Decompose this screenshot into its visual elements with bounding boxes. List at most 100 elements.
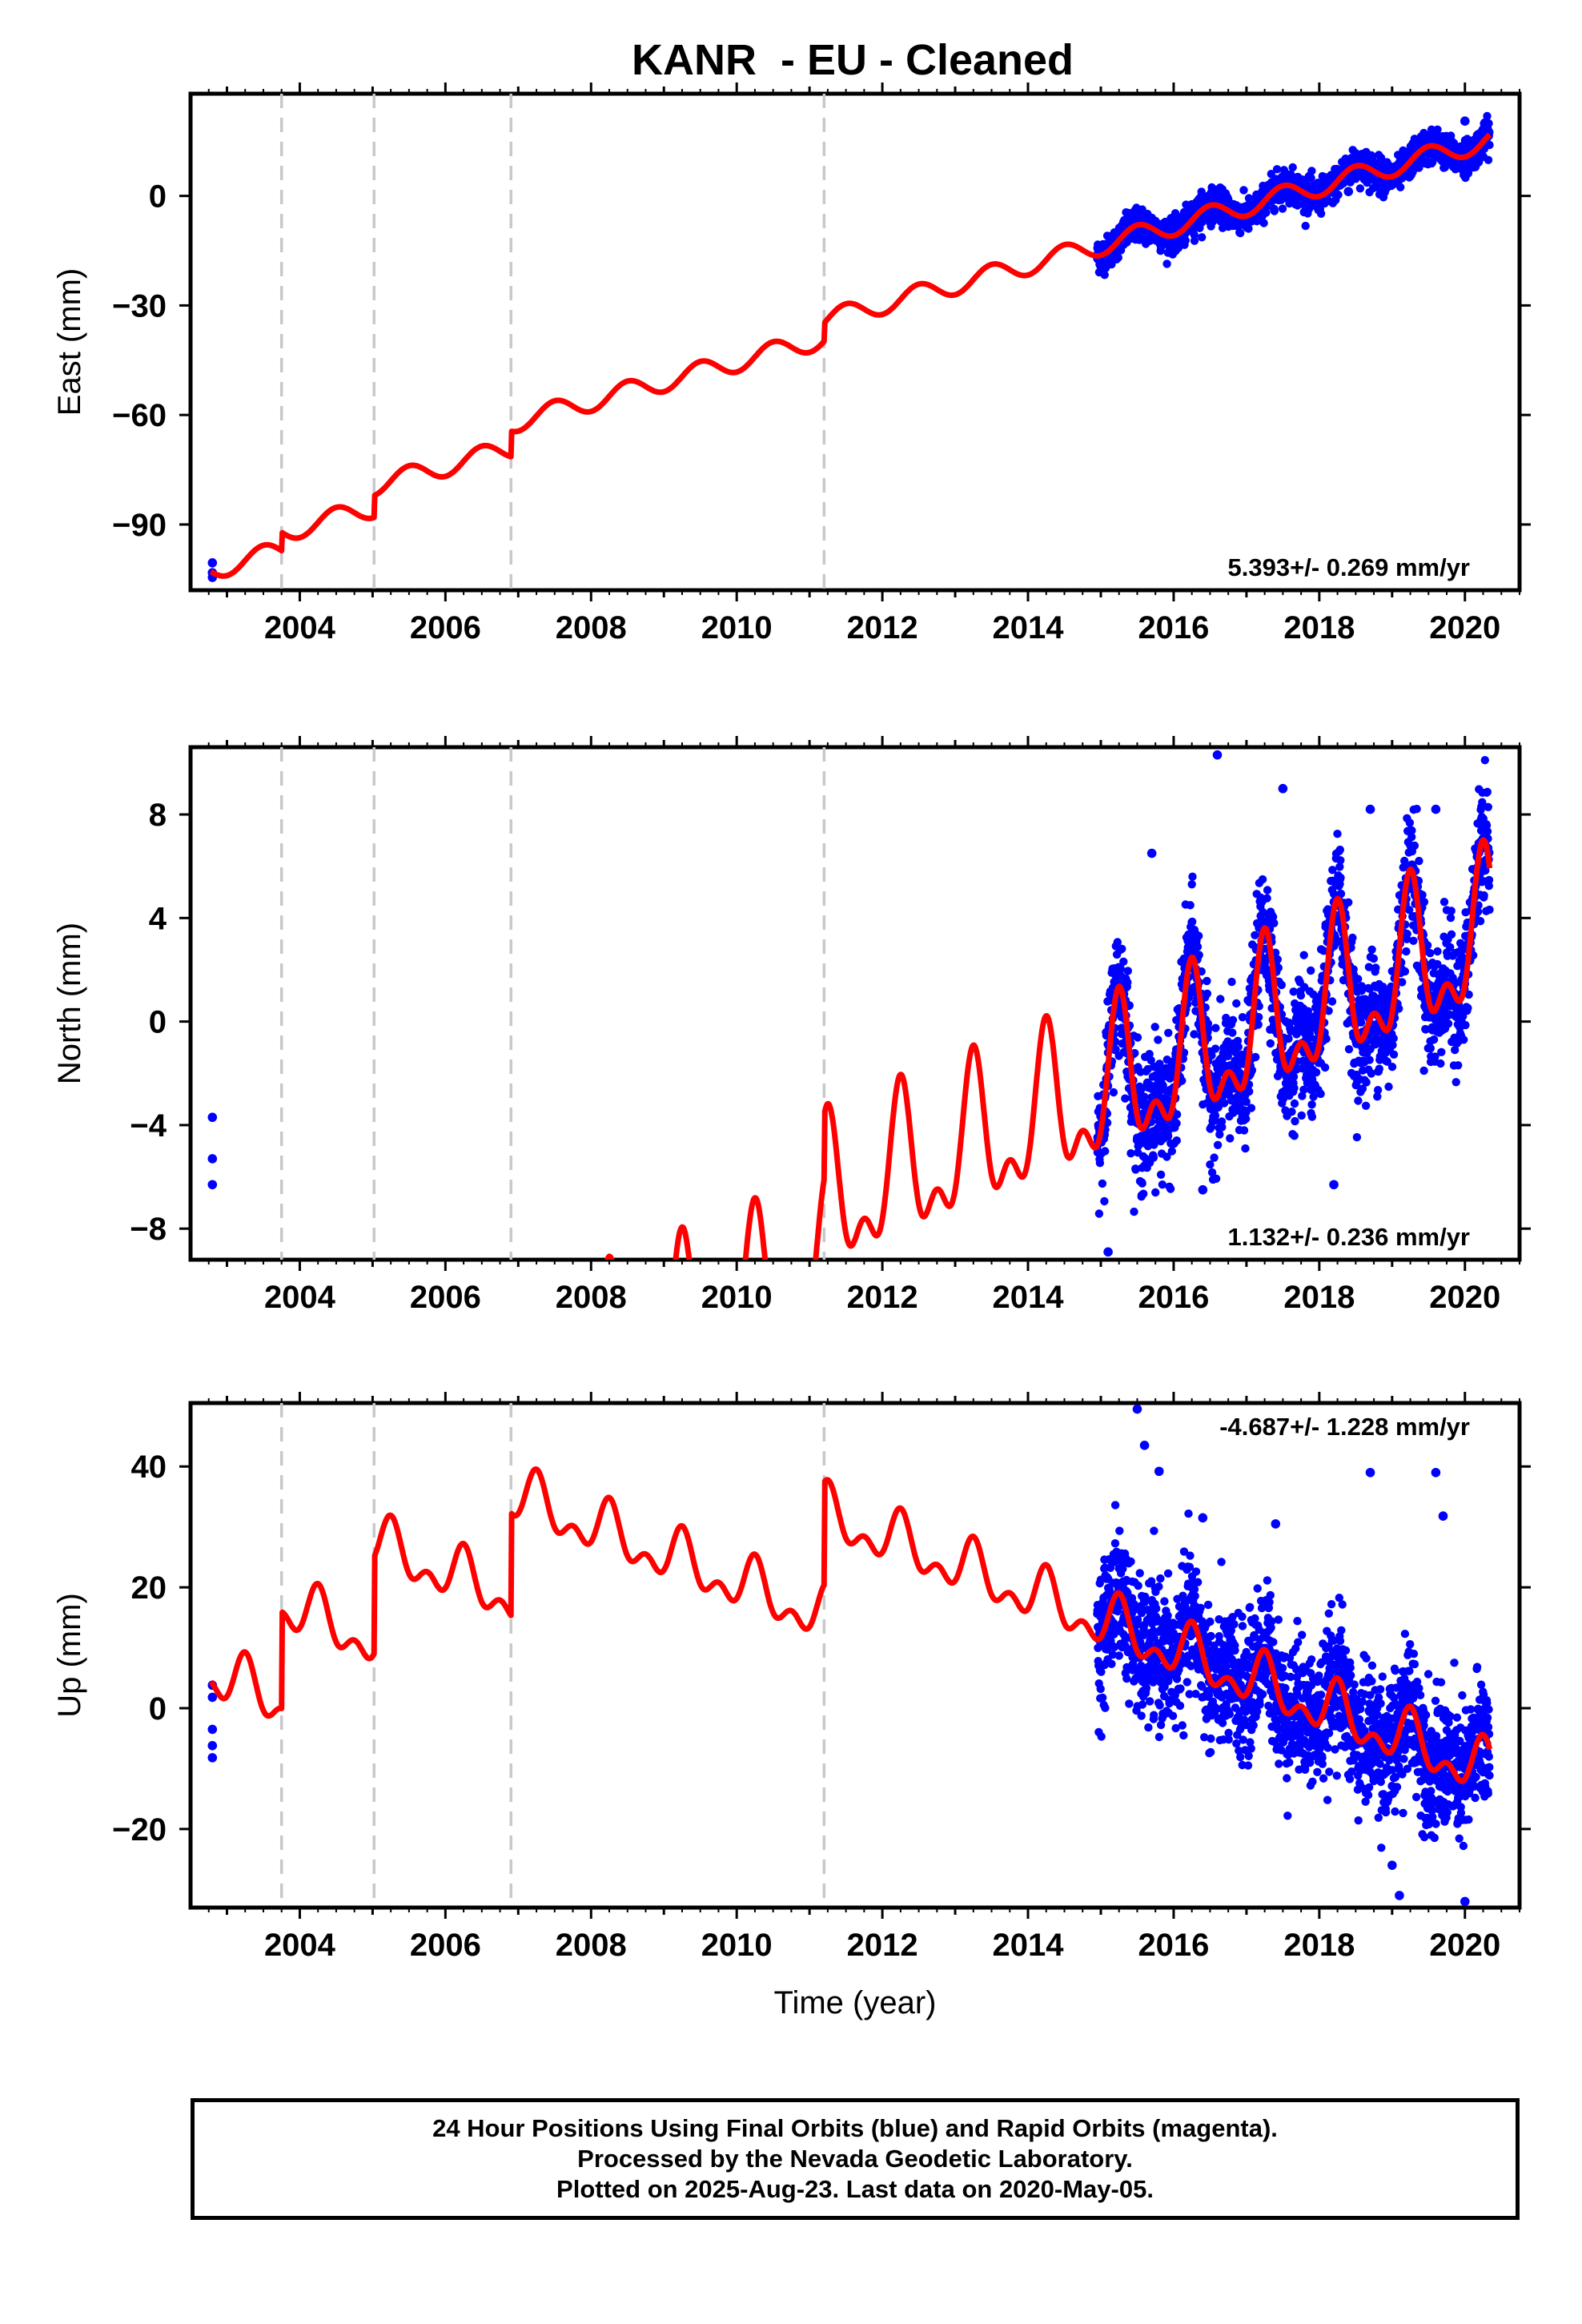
position-point <box>1098 1693 1107 1703</box>
position-point <box>1131 1165 1140 1174</box>
position-point <box>1178 1721 1187 1730</box>
position-point <box>1100 271 1109 279</box>
position-point <box>1419 898 1429 907</box>
position-point <box>1138 1179 1146 1188</box>
position-point <box>1150 1023 1159 1031</box>
position-point <box>1114 1651 1124 1660</box>
position-point <box>1238 1013 1247 1022</box>
position-point <box>1343 187 1354 196</box>
east-y-axis-label: East (mm) <box>52 268 87 416</box>
position-point <box>1167 1147 1177 1156</box>
position-point <box>1409 936 1418 945</box>
position-point <box>1431 804 1441 814</box>
y-tick-label: 0 <box>149 1691 167 1727</box>
up-plot-frame <box>188 1401 1522 1910</box>
position-point <box>207 1112 218 1123</box>
x-tick-label: 2004 <box>264 610 336 645</box>
position-point <box>1480 756 1490 765</box>
position-point <box>1122 1674 1131 1683</box>
x-tick-label: 2008 <box>556 610 627 645</box>
position-point <box>1251 931 1259 939</box>
position-point <box>1266 1039 1275 1048</box>
position-point <box>1433 947 1442 956</box>
x-tick-label: 2004 <box>264 1928 336 1963</box>
position-point <box>1118 944 1126 953</box>
position-point <box>1210 1153 1219 1162</box>
position-point <box>1110 1501 1120 1510</box>
position-point <box>1247 1104 1256 1112</box>
position-point <box>1179 1731 1188 1740</box>
position-point <box>1139 1189 1148 1198</box>
position-point <box>1277 980 1287 990</box>
y-tick-label: −60 <box>112 398 167 433</box>
position-point <box>1384 1082 1393 1092</box>
x-tick-label: 2006 <box>410 610 481 645</box>
position-point <box>1301 221 1310 231</box>
position-point <box>1355 184 1365 193</box>
position-point <box>1134 1581 1142 1590</box>
position-point <box>1186 901 1195 910</box>
position-point <box>1160 1597 1169 1606</box>
north-y-axis-label: North (mm) <box>52 923 87 1084</box>
position-point <box>1270 919 1279 927</box>
position-point <box>1228 1028 1237 1037</box>
position-point <box>1125 1699 1134 1708</box>
x-tick-label: 2006 <box>410 1928 481 1963</box>
position-point <box>1146 1055 1155 1065</box>
position-point <box>1195 951 1203 959</box>
east-rate-label: 5.393+/- 0.269 mm/yr <box>1228 553 1470 581</box>
position-point <box>1241 1144 1250 1153</box>
position-point <box>1211 1023 1220 1032</box>
position-point <box>1475 129 1484 139</box>
position-point <box>1218 1123 1227 1132</box>
y-tick-label: −90 <box>112 508 167 543</box>
position-point <box>1299 951 1308 959</box>
position-point <box>1191 1567 1201 1576</box>
x-axis-label: Time (year) <box>774 1985 937 2020</box>
position-point <box>1371 963 1380 972</box>
x-tick-label: 2016 <box>1138 610 1209 645</box>
position-point <box>1163 1569 1173 1578</box>
position-point <box>1150 1711 1158 1719</box>
x-tick-label: 2008 <box>556 1280 627 1315</box>
position-point <box>1193 943 1203 951</box>
position-point <box>1244 224 1253 233</box>
position-point <box>1172 1136 1182 1145</box>
position-point <box>1144 1723 1153 1732</box>
position-point <box>1352 1132 1362 1142</box>
position-point <box>1263 894 1271 903</box>
position-point <box>1123 978 1132 987</box>
position-point <box>1239 1126 1249 1135</box>
position-point <box>1190 231 1199 239</box>
position-point <box>1365 804 1375 814</box>
position-point <box>1436 1059 1445 1068</box>
y-tick-label: 0 <box>149 1005 167 1040</box>
position-point <box>1203 989 1212 998</box>
position-point <box>1251 1052 1260 1062</box>
position-point <box>1311 1068 1321 1077</box>
position-point <box>1369 954 1379 963</box>
y-tick-label: −20 <box>112 1812 167 1848</box>
position-point <box>1156 1170 1166 1179</box>
position-point <box>1190 236 1199 245</box>
position-point <box>1190 1030 1199 1039</box>
position-point <box>1176 1684 1185 1693</box>
position-point <box>1387 1063 1397 1072</box>
position-point <box>1123 967 1133 975</box>
position-point <box>1205 214 1215 223</box>
position-point <box>1452 1078 1460 1087</box>
position-point <box>1307 167 1316 175</box>
north-daily-positions <box>207 750 1494 1257</box>
position-point <box>1296 991 1306 1000</box>
position-point <box>1258 875 1267 884</box>
x-tick-label: 2010 <box>701 1928 773 1963</box>
position-point <box>1320 1063 1330 1072</box>
position-point <box>1245 1087 1254 1096</box>
position-point <box>1156 1574 1165 1583</box>
position-point <box>1152 1604 1161 1613</box>
position-point <box>1130 1207 1138 1216</box>
position-point <box>1484 802 1493 811</box>
position-point <box>1227 977 1236 987</box>
position-point <box>1107 1659 1116 1668</box>
position-point <box>1419 1066 1428 1076</box>
